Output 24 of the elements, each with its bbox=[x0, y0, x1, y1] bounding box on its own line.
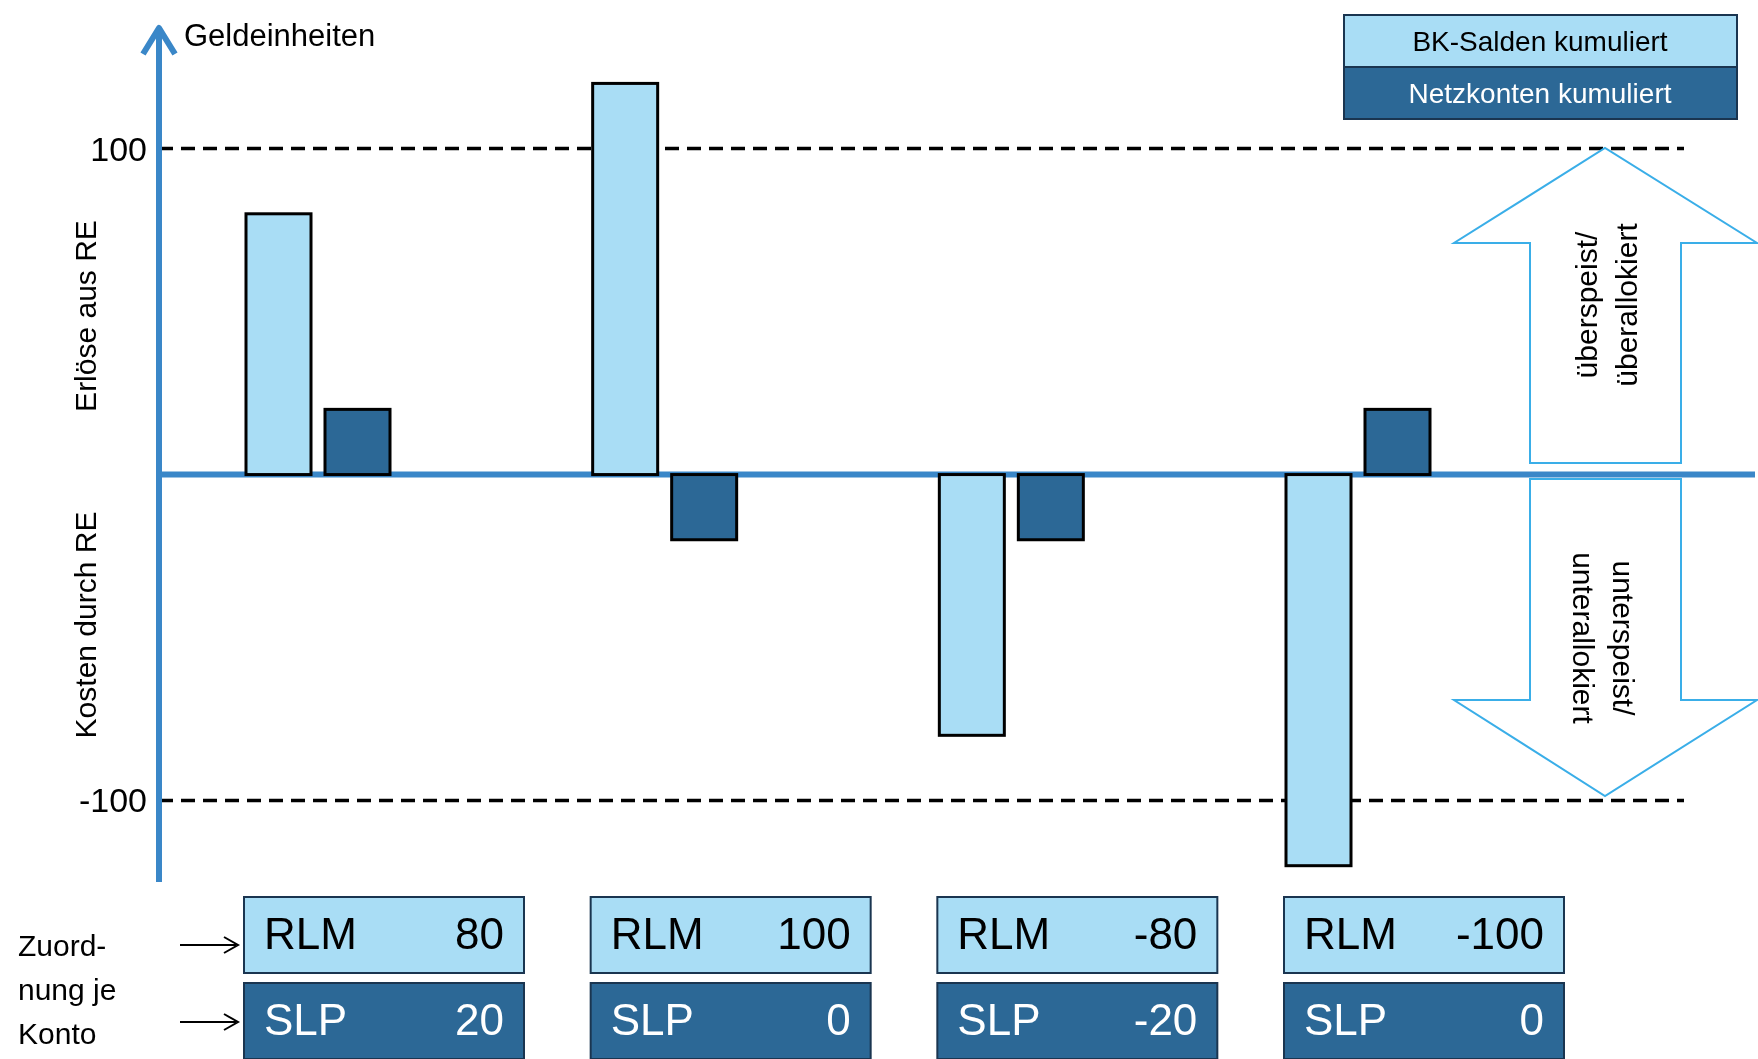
bar bbox=[670, 473, 739, 542]
annotation: überspeist/ überallokiert bbox=[1570, 222, 1643, 387]
text: Zuord- nung je Konto bbox=[18, 929, 117, 1050]
annotation: unterspeist/ unterallokiert bbox=[1567, 552, 1640, 725]
y-axis-title: Geldeinheiten bbox=[184, 18, 376, 53]
text: Kosten durch RE bbox=[69, 511, 102, 739]
bar bbox=[937, 473, 1006, 737]
y-tick-label: -100 bbox=[78, 781, 147, 820]
bar bbox=[244, 212, 313, 477]
bar bbox=[323, 407, 392, 477]
text: Netzkonten kumuliert bbox=[1408, 78, 1672, 109]
text: RLM -80 bbox=[957, 909, 1198, 958]
text: SLP 20 bbox=[264, 995, 504, 1044]
bar bbox=[1363, 407, 1432, 477]
text: Erlöse aus RE bbox=[69, 220, 102, 412]
text: SLP 0 bbox=[1304, 995, 1544, 1044]
text: RLM 100 bbox=[610, 909, 851, 958]
bar bbox=[1016, 473, 1085, 542]
text: RLM 80 bbox=[264, 909, 504, 958]
y-tick-label: 100 bbox=[90, 129, 147, 168]
text: RLM -100 bbox=[1304, 909, 1544, 958]
text: SLP -20 bbox=[957, 995, 1198, 1044]
text: SLP 0 bbox=[610, 995, 851, 1044]
text: BK-Salden kumuliert bbox=[1412, 26, 1668, 57]
